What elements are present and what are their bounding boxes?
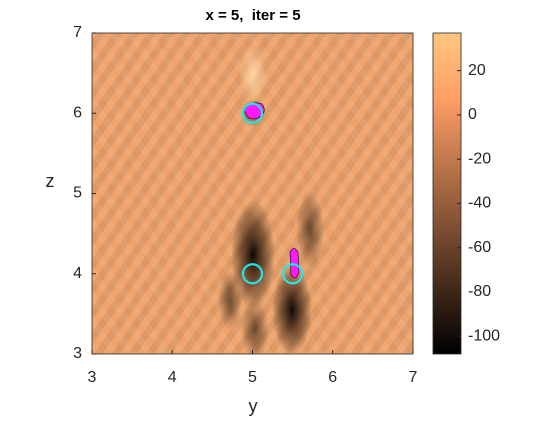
- chart-title: x = 5, iter = 5: [205, 7, 300, 24]
- marker: [282, 263, 304, 285]
- field: [92, 33, 413, 354]
- y-tick-label: 7: [73, 24, 82, 41]
- y-tick-label: 3: [73, 345, 82, 362]
- y-axis-label: z: [46, 171, 55, 191]
- y-tick-label: 6: [73, 104, 82, 121]
- colorbar-tick-label: -60: [468, 239, 491, 256]
- colorbar-tick-label: -100: [468, 328, 500, 345]
- x-tick-label: 3: [88, 369, 97, 386]
- colorbar-tick-label: -80: [468, 283, 491, 300]
- colorbar-tick-label: 0: [468, 106, 477, 123]
- marker: [241, 102, 264, 124]
- x-tick-label: 5: [248, 369, 257, 386]
- y-tick-label: 4: [73, 265, 82, 282]
- x-tick-label: 6: [328, 369, 337, 386]
- x-tick-label: 4: [168, 369, 177, 386]
- colorbar: [432, 32, 462, 355]
- colorbar-tick-label: 20: [468, 62, 486, 79]
- x-tick-label: 7: [409, 369, 418, 386]
- colorbar-tick-label: -20: [468, 150, 491, 167]
- y-tick-label: 5: [73, 185, 82, 202]
- x-axis-label: y: [249, 396, 258, 416]
- colorbar-tick-label: -40: [468, 195, 491, 212]
- marker: [241, 263, 264, 285]
